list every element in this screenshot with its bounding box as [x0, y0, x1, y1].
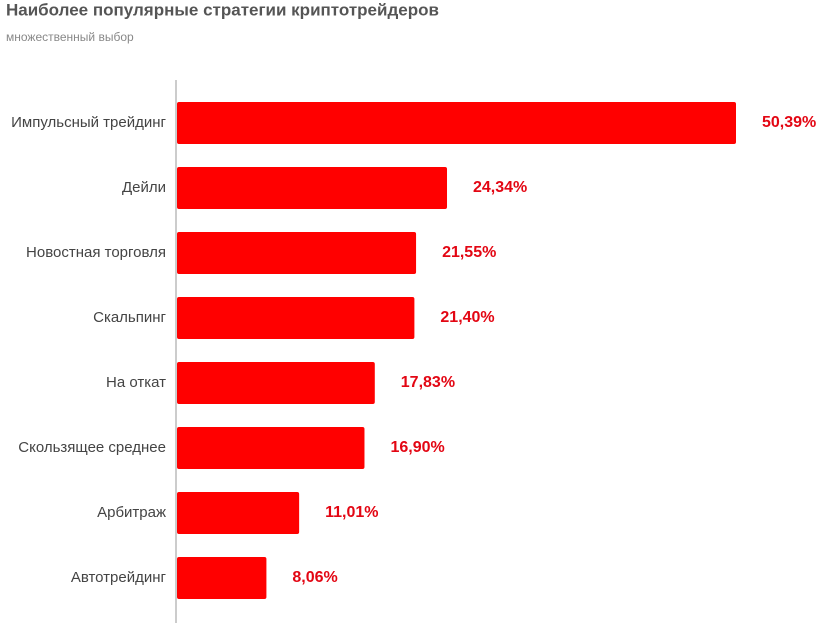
chart-title: Наиболее популярные стратегии криптотрей… — [6, 0, 439, 19]
bar — [177, 232, 417, 274]
value-label: 11,01% — [325, 504, 378, 521]
value-label: 8,06% — [292, 569, 337, 586]
value-label: 16,90% — [390, 439, 444, 456]
category-label: Скользящее среднее — [18, 439, 166, 456]
bar — [177, 167, 448, 209]
value-label: 24,34% — [473, 179, 527, 196]
category-label: Дейли — [122, 179, 166, 196]
bar — [177, 557, 267, 599]
bar — [177, 427, 365, 469]
value-label: 17,83% — [401, 374, 455, 391]
chart-subtitle: множественный выбор — [6, 30, 134, 44]
category-label: Автотрейдинг — [71, 569, 167, 586]
bar — [177, 362, 375, 404]
category-label: На откат — [106, 374, 166, 391]
bar — [177, 297, 415, 339]
value-label: 21,40% — [440, 309, 494, 326]
bar — [177, 492, 300, 534]
value-label: 21,55% — [442, 244, 496, 261]
bar — [177, 102, 736, 144]
value-label: 50,39% — [762, 114, 816, 131]
category-label: Арбитраж — [97, 504, 166, 521]
category-label: Импульсный трейдинг — [11, 114, 166, 131]
category-label: Скальпинг — [93, 309, 166, 326]
category-label: Новостная торговля — [26, 244, 166, 261]
